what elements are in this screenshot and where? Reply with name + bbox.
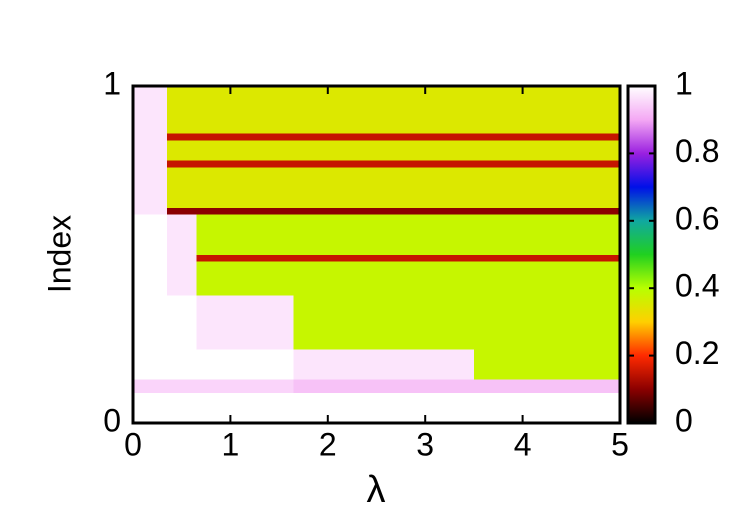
heat-cell <box>167 166 197 208</box>
x-tick-label: 4 <box>514 426 532 462</box>
heat-cell <box>167 294 197 350</box>
heat-cell <box>293 133 475 141</box>
heat-cell <box>167 261 197 296</box>
y-tick-label: 0 <box>103 402 121 438</box>
colorbar-tick-label: 1 <box>675 65 693 101</box>
heat-cell <box>167 379 197 394</box>
heat-cell <box>167 214 197 255</box>
heat-cell <box>133 207 168 215</box>
heat-cell <box>196 207 295 215</box>
y-tick-label: 1 <box>103 65 121 101</box>
heat-cell <box>167 392 197 424</box>
heat-cell <box>196 214 295 255</box>
heat-cell <box>133 392 168 424</box>
y-axis-label: Index <box>41 215 77 293</box>
heat-cell <box>293 160 475 168</box>
heat-cell <box>167 133 197 141</box>
heat-cell <box>133 294 168 350</box>
heat-cell <box>196 392 295 424</box>
heat-cell <box>133 133 168 141</box>
heat-cell <box>133 254 168 262</box>
heat-cell <box>196 166 295 208</box>
heat-cell <box>473 294 621 350</box>
heat-cell <box>196 379 295 394</box>
heat-cell <box>133 139 168 161</box>
heat-cell <box>293 379 475 394</box>
heat-cell <box>293 86 475 134</box>
heat-cell <box>473 160 621 168</box>
colorbar-tick-label: 0.4 <box>675 268 719 304</box>
heat-cell <box>196 160 295 168</box>
heat-cell <box>473 254 621 262</box>
heat-cell <box>293 207 475 215</box>
x-tick-label: 2 <box>319 426 337 462</box>
heat-cell <box>167 207 197 215</box>
heat-cell <box>293 294 475 350</box>
x-tick-label: 1 <box>222 426 240 462</box>
heat-cell <box>473 133 621 141</box>
heat-cell <box>133 261 168 296</box>
heat-cell <box>473 392 621 424</box>
colorbar-tick-label: 0.2 <box>675 335 719 371</box>
heat-cell <box>293 261 475 296</box>
colorbar-tick-label: 0.6 <box>675 200 719 236</box>
heat-cell <box>196 139 295 161</box>
heat-cell <box>196 254 295 262</box>
heat-cell <box>473 379 621 394</box>
heat-cell <box>293 166 475 208</box>
heat-cell <box>133 379 168 394</box>
heat-cell <box>167 86 197 134</box>
x-tick-label: 3 <box>416 426 434 462</box>
heat-cell <box>293 392 475 424</box>
heat-cell <box>473 214 621 255</box>
heat-cell <box>473 261 621 296</box>
heat-cell <box>473 139 621 161</box>
heat-cell <box>133 348 168 380</box>
heat-cell <box>473 207 621 215</box>
heat-cell <box>133 166 168 208</box>
heat-cell <box>167 160 197 168</box>
heat-cell <box>133 160 168 168</box>
heat-cell <box>196 133 295 141</box>
heat-cell <box>167 348 197 380</box>
x-tick-label: 0 <box>124 426 142 462</box>
heat-cell <box>473 86 621 134</box>
heat-cell <box>293 254 475 262</box>
heat-cell <box>473 166 621 208</box>
heat-cell <box>293 348 475 380</box>
heat-cell <box>196 348 295 380</box>
heat-cell <box>167 139 197 161</box>
heat-cell <box>196 261 295 296</box>
x-tick-label: 5 <box>611 426 629 462</box>
colorbar <box>626 84 657 425</box>
heat-cell <box>473 348 621 380</box>
plot-frame <box>131 84 622 425</box>
colorbar-tick-label: 0 <box>675 402 693 438</box>
heat-cell <box>293 139 475 161</box>
heat-cell <box>293 214 475 255</box>
heat-cell <box>167 254 197 262</box>
heat-cell <box>196 294 295 350</box>
heat-cell <box>196 86 295 134</box>
colorbar-tick-label: 0.8 <box>675 133 719 169</box>
heat-cell <box>133 86 168 134</box>
heat-cell <box>133 214 168 255</box>
x-axis-label: λ <box>367 469 386 511</box>
